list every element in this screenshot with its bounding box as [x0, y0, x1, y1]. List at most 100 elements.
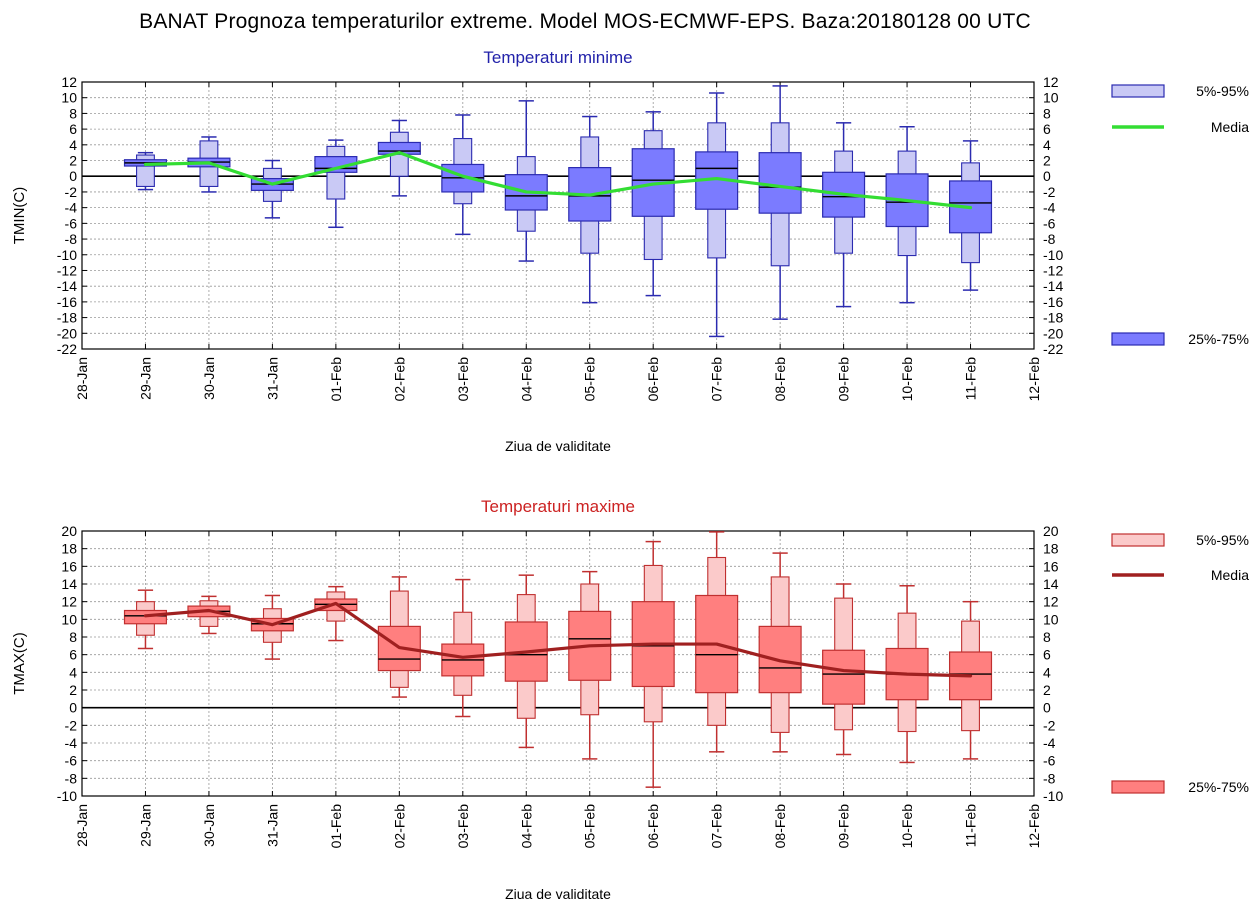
x-tick-label: 02-Feb — [391, 357, 407, 402]
x-tick-label: 08-Feb — [772, 804, 788, 849]
y-tick-label-left: -2 — [65, 184, 78, 200]
x-axis-label: Ziua de validitate — [505, 886, 611, 902]
x-tick-label: 03-Feb — [455, 357, 471, 402]
y-tick-label-left: 8 — [69, 105, 77, 121]
y-tick-label-right: 6 — [1043, 121, 1051, 137]
x-tick-label: 09-Feb — [836, 357, 852, 402]
y-tick-label-left: 0 — [69, 168, 77, 184]
y-tick-label-right: -22 — [1043, 341, 1063, 357]
panel-title: Temperaturi maxime — [481, 497, 635, 516]
y-tick-label-left: -14 — [57, 278, 77, 294]
y-tick-label-right: -18 — [1043, 310, 1063, 326]
y-tick-label-left: -6 — [65, 753, 78, 769]
x-tick-label: 28-Jan — [74, 804, 90, 847]
y-tick-label-right: -8 — [1043, 231, 1056, 247]
y-tick-label-left: 20 — [61, 523, 77, 539]
y-tick-label-right: 12 — [1043, 74, 1059, 90]
y-tick-label-right: -4 — [1043, 735, 1056, 751]
panel-title: Temperaturi minime — [483, 48, 632, 67]
legend-label-25-75: 25%-75% — [1188, 331, 1249, 347]
legend-label-5-95: 5%-95% — [1196, 532, 1249, 548]
plot-frame — [81, 81, 1035, 350]
y-tick-label-right: -16 — [1043, 294, 1063, 310]
y-tick-label-right: 10 — [1043, 611, 1059, 627]
y-tick-label-left: -10 — [57, 247, 77, 263]
y-tick-label-left: 6 — [69, 647, 77, 663]
plot-area — [82, 82, 1034, 349]
x-tick-label: 28-Jan — [74, 357, 90, 400]
x-tick-label: 10-Feb — [899, 804, 915, 849]
y-tick-label-left: 8 — [69, 629, 77, 645]
y-tick-label-left: -4 — [65, 735, 78, 751]
x-tick-label: 05-Feb — [582, 804, 598, 849]
y-tick-label-left: -12 — [57, 262, 77, 278]
x-tick-label: 12-Feb — [1026, 804, 1042, 849]
x-tick-label: 01-Feb — [328, 357, 344, 402]
x-axis-label: Ziua de validitate — [505, 438, 611, 454]
chart-main-title: BANAT Prognoza temperaturilor extreme. M… — [139, 10, 1031, 33]
y-tick-label-left: 2 — [69, 682, 77, 698]
x-tick-label: 05-Feb — [582, 357, 598, 402]
y-tick-label-left: -4 — [65, 200, 78, 216]
box-07-Feb — [695, 92, 739, 338]
y-tick-label-right: -8 — [1043, 770, 1056, 786]
y-tick-label-right: 8 — [1043, 105, 1051, 121]
x-tick-label: 03-Feb — [455, 804, 471, 849]
box-03-Feb — [441, 114, 485, 236]
x-tick-label: 09-Feb — [836, 804, 852, 849]
x-tick-label: 12-Feb — [1026, 357, 1042, 402]
x-tick-label: 04-Feb — [518, 357, 534, 402]
legend-swatch-5-95 — [1111, 84, 1165, 98]
box-08-Feb — [758, 85, 802, 320]
legend-swatch-5-95 — [1111, 533, 1165, 547]
y-tick-label-left: 10 — [61, 611, 77, 627]
media-line — [143, 151, 973, 210]
y-tick-label-right: -6 — [1043, 753, 1056, 769]
y-tick-label-right: -2 — [1043, 717, 1056, 733]
x-tick-label: 04-Feb — [518, 804, 534, 849]
y-tick-label-right: -10 — [1043, 788, 1063, 804]
box-02-Feb — [377, 576, 421, 698]
y-tick-label-left: 18 — [61, 541, 77, 557]
y-axis-label: TMIN(C) — [11, 187, 28, 244]
x-tick-label: 07-Feb — [709, 804, 725, 849]
y-tick-label-right: 2 — [1043, 153, 1051, 169]
y-tick-label-left: -8 — [65, 231, 78, 247]
box-03-Feb — [441, 578, 485, 718]
y-tick-label-right: 10 — [1043, 90, 1059, 106]
x-tick-label: 10-Feb — [899, 357, 915, 402]
y-tick-label-left: 4 — [69, 664, 77, 680]
legend: 5%-95% Media 25%-75% — [1111, 83, 1249, 347]
x-tick-label: 06-Feb — [645, 804, 661, 849]
legend-swatch-25-75 — [1111, 332, 1165, 346]
plot-area — [82, 531, 1034, 796]
y-tick-label-right: 6 — [1043, 647, 1051, 663]
box-25-75 — [377, 625, 421, 672]
y-tick-label-right: 4 — [1043, 137, 1051, 153]
y-tick-label-left: 0 — [69, 700, 77, 716]
plot-frame — [81, 530, 1035, 797]
y-tick-label-right: 20 — [1043, 523, 1059, 539]
box-08-Feb — [758, 552, 802, 753]
y-tick-label-left: 14 — [61, 576, 77, 592]
x-tick-label: 01-Feb — [328, 804, 344, 849]
legend-label-25-75: 25%-75% — [1188, 779, 1249, 795]
y-tick-label-right: 0 — [1043, 700, 1051, 716]
box-09-Feb — [822, 583, 866, 756]
box-25-75 — [822, 649, 866, 705]
x-tick-label: 08-Feb — [772, 357, 788, 402]
y-tick-label-right: -10 — [1043, 247, 1063, 263]
y-tick-label-left: -10 — [57, 788, 77, 804]
y-tick-label-left: -2 — [65, 717, 78, 733]
y-tick-label-left: -6 — [65, 215, 78, 231]
y-tick-label-right: -6 — [1043, 215, 1056, 231]
x-tick-label: 11-Feb — [963, 804, 979, 848]
y-tick-label-right: -14 — [1043, 278, 1063, 294]
y-tick-label-right: 2 — [1043, 682, 1051, 698]
x-tick-label: 06-Feb — [645, 357, 661, 402]
y-tick-label-right: 14 — [1043, 576, 1059, 592]
legend-label-media: Media — [1211, 567, 1249, 583]
